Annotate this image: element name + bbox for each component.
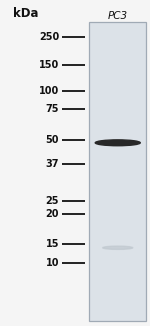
Text: 75: 75 (46, 104, 59, 113)
Text: 20: 20 (46, 209, 59, 218)
Text: 15: 15 (46, 239, 59, 249)
Ellipse shape (95, 140, 140, 146)
Text: 25: 25 (46, 197, 59, 206)
Text: 50: 50 (46, 135, 59, 145)
Text: 150: 150 (39, 60, 59, 70)
Ellipse shape (103, 246, 133, 249)
Text: 37: 37 (46, 159, 59, 169)
Text: 100: 100 (39, 86, 59, 96)
Text: PC3: PC3 (108, 11, 128, 21)
Bar (89, 22, 146, 321)
Text: kDa: kDa (14, 7, 39, 20)
Text: 10: 10 (46, 259, 59, 268)
Text: 250: 250 (39, 33, 59, 42)
